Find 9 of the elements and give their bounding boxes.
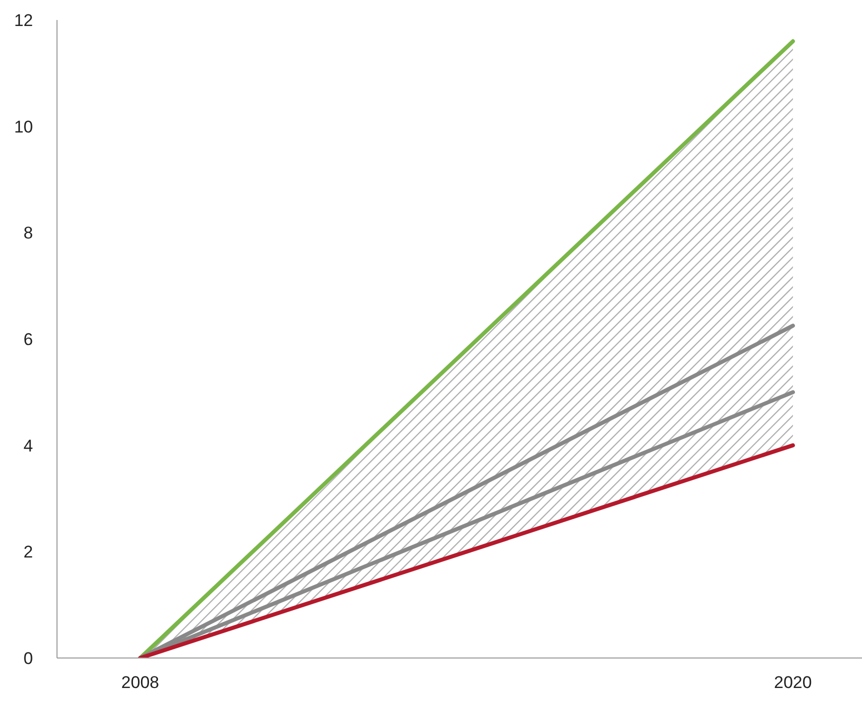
y-tick-label: 10 [14,117,33,136]
y-tick-label: 0 [24,649,33,668]
y-tick-label: 12 [14,11,33,30]
x-tick-label: 2008 [121,673,160,692]
y-tick-label: 4 [24,436,33,456]
y-tick-label: 8 [24,224,33,243]
x-tick-label: 2020 [774,673,812,692]
y-tick-label: 6 [24,330,33,350]
y-tick-label: 2 [24,542,33,562]
